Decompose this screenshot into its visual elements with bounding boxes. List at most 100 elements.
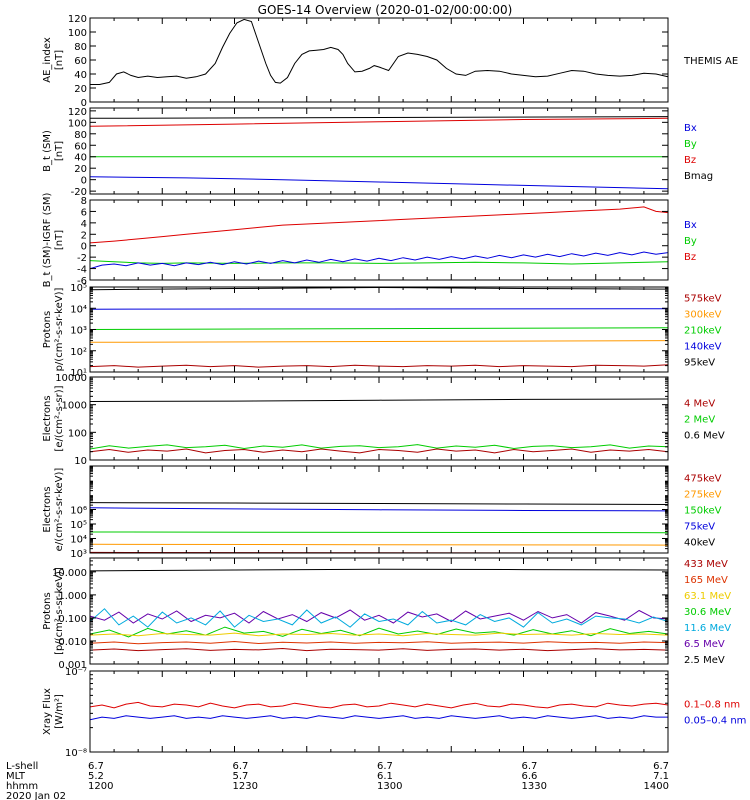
legend-themis-ae: THEMIS AE xyxy=(683,56,738,67)
y-tick-label: 10³ xyxy=(70,326,87,337)
panel-frame xyxy=(89,107,669,195)
legend-300kev: 300keV xyxy=(684,310,722,321)
series-group xyxy=(90,502,668,553)
footer-value: 6.7 xyxy=(653,761,669,772)
legend-bx: Bx xyxy=(684,123,697,134)
panel-protons1: 10¹ 10² 10³ 10⁴ 10⁵ Protons p/(cm²-s-sr-keV)] 5… xyxy=(42,283,722,379)
legend-150kev: 150keV xyxy=(684,506,722,517)
y-axis-title: [e/(cm²-s-sr)] xyxy=(54,385,65,451)
series-line-bz xyxy=(90,206,668,244)
series-line-themis-ae xyxy=(90,18,668,85)
series-line-300kev xyxy=(90,340,668,343)
footer-value: 1230 xyxy=(233,781,258,792)
y-tick-label: 10⁻⁸ xyxy=(65,748,87,759)
y-tick-label: 120 xyxy=(68,107,87,118)
legend-75kev: 75keV xyxy=(684,522,715,533)
y-tick-label: 20 xyxy=(74,164,87,175)
series-line-0-6-mev xyxy=(90,398,668,402)
y-tick-label: 0.001 xyxy=(58,660,87,671)
y-tick-label: 10⁴ xyxy=(70,304,87,315)
y-tick-label: 10¹ xyxy=(70,368,87,379)
legend-bmag: Bmag xyxy=(684,171,713,182)
y-axis-title: [nT] xyxy=(54,141,65,161)
series-line-bz xyxy=(90,117,668,127)
legend-575kev: 575keV xyxy=(684,294,722,305)
series-line-275kev xyxy=(90,543,668,546)
series-line-2-5-mev xyxy=(90,568,668,572)
y-tick-label: 1000 xyxy=(62,401,87,412)
series-line-150kev xyxy=(90,531,668,534)
y-axis-title: Electrons xyxy=(42,395,53,441)
panel-ae: 0 20 40 60 80 100 120 AE_index [nT] THEMIS AE xyxy=(42,14,738,109)
series-line-by xyxy=(90,260,668,265)
footer-row-label: 2020 Jan 02 xyxy=(6,791,66,800)
series-line-bmag xyxy=(90,116,668,119)
series-line-2-mev xyxy=(90,444,668,450)
y-axis-title: AE_index xyxy=(42,37,53,83)
legend-bz: Bz xyxy=(684,155,696,166)
footer-value: 6.6 xyxy=(522,771,538,782)
y-tick-label: 40 xyxy=(74,153,87,164)
series-group xyxy=(90,287,668,368)
y-axis-title: [nT] xyxy=(54,230,65,250)
series-line-0-1-0-8-nm xyxy=(90,701,668,709)
panel-frame xyxy=(89,17,669,103)
legend-4-mev: 4 MeV xyxy=(684,399,715,410)
footer-value: 5.7 xyxy=(233,771,249,782)
y-tick-label: 0 xyxy=(81,242,87,253)
legend-2-5-mev: 2.5 MeV xyxy=(684,655,725,666)
series-group xyxy=(90,568,668,652)
series-line-4-mev xyxy=(90,448,668,454)
legend-by: By xyxy=(684,236,697,247)
footer-value: 6.7 xyxy=(522,761,538,772)
y-tick-label: 80 xyxy=(74,42,87,53)
series-line-bx xyxy=(90,176,668,190)
panel-frame xyxy=(89,670,669,753)
footer-value: 6.7 xyxy=(88,761,104,772)
y-tick-label: 4 xyxy=(81,219,87,230)
footer-value: 6.1 xyxy=(377,771,393,782)
footer-value: 7.1 xyxy=(653,771,669,782)
series-line-75kev xyxy=(90,507,668,512)
y-axis-title: B_t (SM) xyxy=(42,130,53,172)
series-line-63-1-mev xyxy=(90,632,668,637)
y-tick-label: -20 xyxy=(71,187,87,198)
y-tick-label: 10⁵ xyxy=(70,520,87,531)
y-tick-label: -2 xyxy=(77,253,87,264)
y-axis-title: p/(cm²-s-sr-keV)] xyxy=(54,288,65,372)
y-tick-label: 100 xyxy=(68,118,87,129)
series-line-210kev xyxy=(90,327,668,330)
series-group xyxy=(90,116,668,190)
y-tick-label: 10⁴ xyxy=(70,535,87,546)
legend-0-05-0-4-nm: 0.05–0.4 nm xyxy=(684,716,746,727)
footer-value: 6.7 xyxy=(233,761,249,772)
series-line-40kev xyxy=(90,502,668,505)
y-axis-title: e/(cm²-s-sr-keV)] xyxy=(54,468,65,552)
y-tick-label: 10⁵ xyxy=(70,283,87,294)
y-tick-label: 0.100 xyxy=(58,614,87,625)
legend-95kev: 95keV xyxy=(684,358,715,369)
y-tick-label: 10⁶ xyxy=(70,506,87,517)
y-tick-label: 2 xyxy=(81,230,87,241)
legend-0-1-0-8-nm: 0.1–0.8 nm xyxy=(684,700,740,711)
legend-475kev: 475keV xyxy=(684,474,722,485)
legend-bx: Bx xyxy=(684,220,697,231)
series-line-30-6-mev xyxy=(90,626,668,638)
legend-2-mev: 2 MeV xyxy=(684,415,715,426)
y-tick-label: 10³ xyxy=(70,549,87,560)
y-axis-title: [p/(cm²-s-sr-keV)] xyxy=(54,567,65,655)
footer-value: 1400 xyxy=(644,781,669,792)
y-tick-label: -6 xyxy=(77,276,87,287)
series-line-11-6-mev xyxy=(90,608,668,628)
y-tick-label: 100 xyxy=(68,428,87,439)
series-line-0-05-0-4-nm xyxy=(90,715,668,721)
y-axis-title: [W/m²] xyxy=(54,694,65,729)
legend-30-6-mev: 30.6 MeV xyxy=(684,607,731,618)
series-line-165-mev xyxy=(90,640,668,645)
y-tick-label: 100 xyxy=(68,28,87,39)
series-line-6-5-mev xyxy=(90,609,668,624)
